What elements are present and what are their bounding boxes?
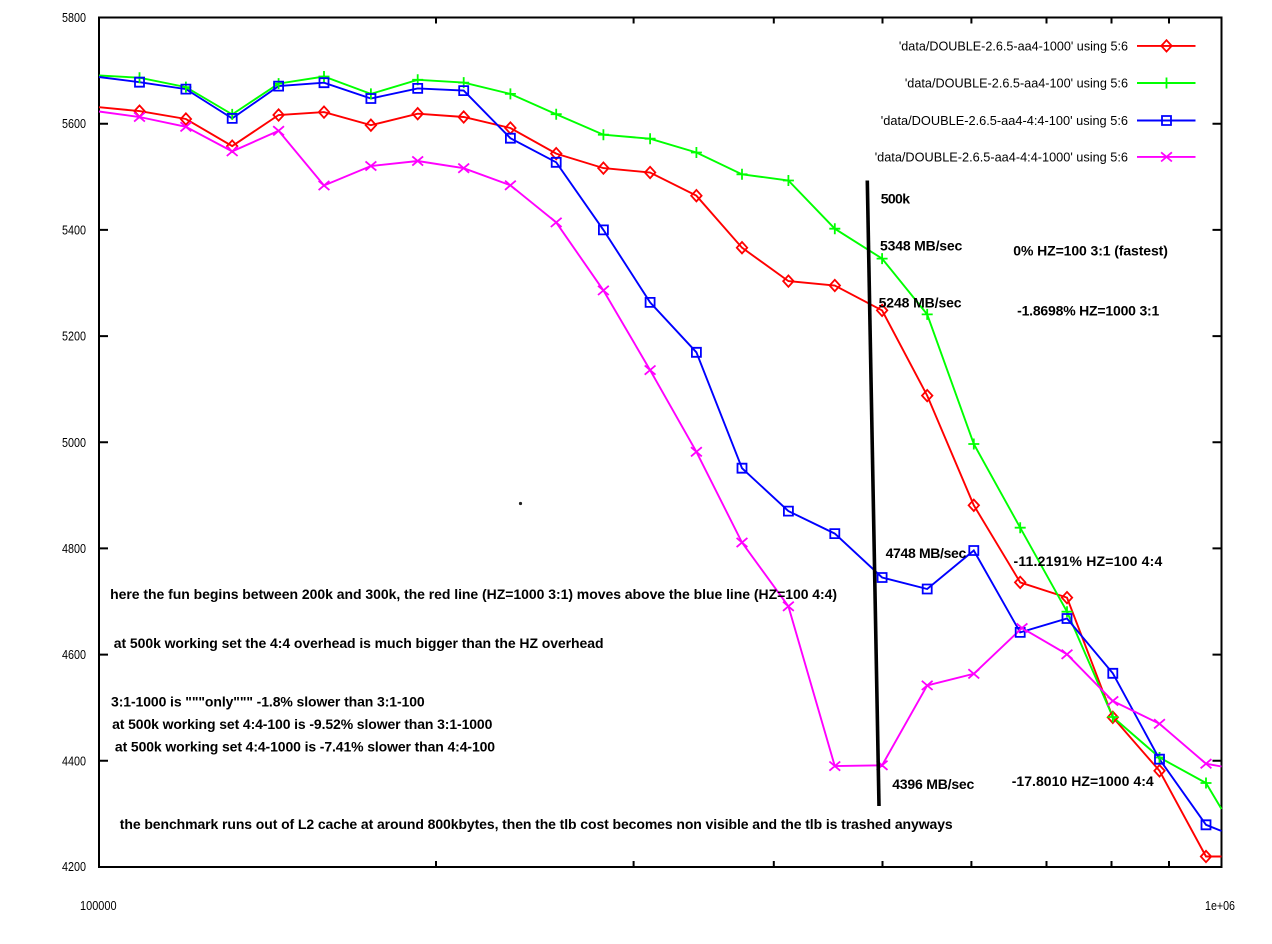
svg-text:4600: 4600 bbox=[62, 647, 86, 662]
svg-text:5800: 5800 bbox=[62, 10, 86, 25]
svg-text:-1.8698% HZ=1000 3:1: -1.8698% HZ=1000 3:1 bbox=[1017, 303, 1159, 319]
svg-text:here the fun begins between 20: here the fun begins between 200k and 300… bbox=[110, 586, 837, 602]
svg-text:5200: 5200 bbox=[62, 329, 86, 344]
svg-text:-11.2191% HZ=100 4:4: -11.2191% HZ=100 4:4 bbox=[1014, 553, 1163, 569]
svg-text:5000: 5000 bbox=[62, 435, 86, 450]
svg-text:at 500k working set 4:4-100 is: at 500k working set 4:4-100 is -9.52% sl… bbox=[112, 716, 493, 732]
svg-text:5400: 5400 bbox=[62, 222, 86, 237]
svg-text:4200: 4200 bbox=[62, 859, 86, 874]
svg-text:the benchmark runs out of L2 c: the benchmark runs out of L2 cache at ar… bbox=[120, 816, 953, 832]
svg-text:500k: 500k bbox=[881, 191, 911, 207]
svg-text:0% HZ=100 3:1 (fastest): 0% HZ=100 3:1 (fastest) bbox=[1013, 243, 1168, 259]
svg-text:'data/DOUBLE-2.6.5-aa4-100' us: 'data/DOUBLE-2.6.5-aa4-100' using 5:6 bbox=[905, 76, 1128, 91]
svg-text:-17.8010 HZ=1000 4:4: -17.8010 HZ=1000 4:4 bbox=[1012, 773, 1154, 789]
svg-text:100000: 100000 bbox=[80, 898, 117, 913]
svg-text:4396 MB/sec: 4396 MB/sec bbox=[892, 776, 974, 792]
svg-text:3:1-1000 is """only""" -1.8% s: 3:1-1000 is """only""" -1.8% slower than… bbox=[111, 694, 425, 710]
svg-text:4400: 4400 bbox=[62, 753, 86, 768]
svg-text:5600: 5600 bbox=[62, 116, 86, 131]
svg-text:5348 MB/sec: 5348 MB/sec bbox=[880, 238, 963, 254]
svg-text:at 500k working set 4:4-1000 i: at 500k working set 4:4-1000 is -7.41% s… bbox=[115, 738, 495, 754]
svg-text:1e+06: 1e+06 bbox=[1205, 898, 1235, 913]
svg-text:'data/DOUBLE-2.6.5-aa4-4:4-100: 'data/DOUBLE-2.6.5-aa4-4:4-100' using 5:… bbox=[881, 113, 1128, 128]
svg-text:5248 MB/sec: 5248 MB/sec bbox=[879, 295, 962, 311]
svg-text:4800: 4800 bbox=[62, 541, 86, 556]
svg-text:'data/DOUBLE-2.6.5-aa4-4:4-100: 'data/DOUBLE-2.6.5-aa4-4:4-1000' using 5… bbox=[875, 149, 1128, 164]
svg-text:at 500k working set the 4:4 ov: at 500k working set the 4:4 overhead is … bbox=[114, 635, 604, 651]
svg-text:'data/DOUBLE-2.6.5-aa4-1000' u: 'data/DOUBLE-2.6.5-aa4-1000' using 5:6 bbox=[899, 38, 1128, 53]
svg-text:4748 MB/sec: 4748 MB/sec bbox=[886, 545, 967, 561]
